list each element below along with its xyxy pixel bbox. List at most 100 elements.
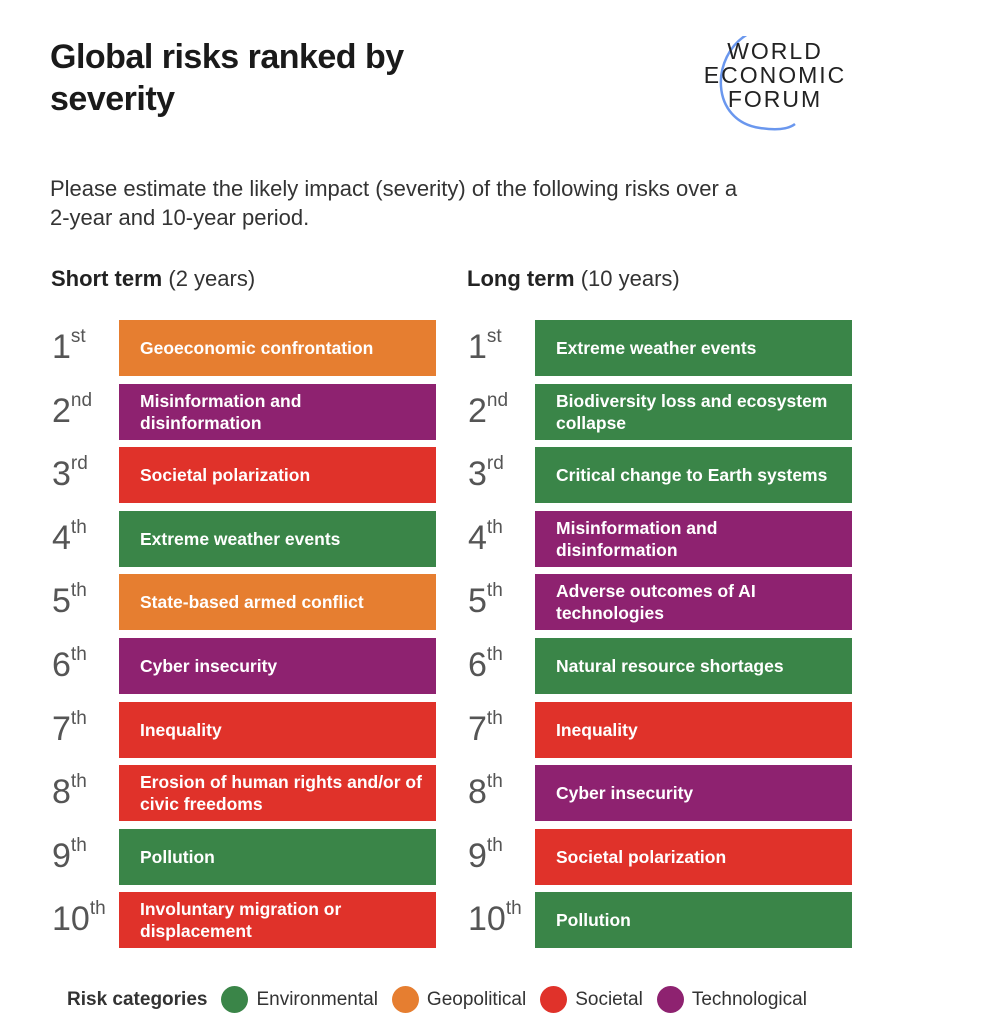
rank-suffix: st — [70, 326, 86, 347]
rank-value: 4 — [468, 518, 487, 557]
page-title: Global risks ranked by severity — [50, 38, 404, 118]
risk-label: Misinformation and disinformation — [140, 390, 302, 433]
risk-box: Societal polarization — [535, 828, 852, 885]
legend-item: Technological — [656, 986, 807, 1013]
risk-label: Extreme weather events — [140, 528, 341, 549]
risk-label: Adverse outcomes of AI technologies — [556, 581, 756, 624]
risk-label: Critical change to Earth systems — [556, 465, 828, 486]
rank-number: 5th — [52, 580, 87, 621]
rank-suffix: th — [70, 707, 87, 729]
logo-line: ECONOMIC — [703, 62, 847, 88]
risk-label: Inequality — [556, 719, 638, 740]
rank-number: 9th — [468, 834, 503, 876]
risk-label: Inequality — [140, 719, 222, 740]
risk-box: Societal polarization — [119, 447, 436, 504]
legend-item: Environmental — [221, 986, 378, 1013]
risk-label: Biodiversity loss and ecosystem collapse — [556, 390, 828, 433]
risk-label: Natural resource shortages — [556, 656, 784, 676]
rank-number: 10th — [52, 898, 106, 939]
rank-number: 8th — [52, 771, 87, 812]
risk-label: State-based armed conflict — [140, 592, 364, 613]
rank-value: 5 — [52, 582, 71, 621]
rank-value: 3 — [468, 455, 487, 494]
risk-box: Inequality — [535, 701, 852, 758]
risk-box: Cyber insecurity — [119, 638, 436, 694]
rank-number: 1st — [468, 326, 502, 367]
rank-value: 7 — [52, 709, 71, 748]
logo-line: FORUM — [727, 86, 823, 112]
rank-number: 4th — [468, 517, 503, 558]
rank-value: 2 — [52, 391, 71, 430]
rank-number: 4th — [52, 516, 87, 558]
rank-suffix: th — [70, 516, 87, 538]
rank-value: 3 — [52, 455, 71, 494]
rank-suffix: th — [70, 644, 87, 665]
rank-number: 2nd — [468, 390, 508, 431]
risk-box: Erosion of human rights and/or of civic … — [119, 765, 436, 822]
legend-title: Risk categories — [67, 988, 208, 1010]
risk-label: Erosion of human rights and/or of civic … — [140, 772, 422, 815]
rank-value: 7 — [468, 709, 487, 748]
legend-label: Technological — [691, 988, 807, 1010]
rank-value: 8 — [52, 773, 71, 812]
rank-value: 1 — [52, 328, 71, 366]
risk-label: Societal polarization — [140, 465, 311, 486]
rank-number: 10th — [468, 898, 522, 939]
risk-label: Involuntary migration or displacement — [140, 899, 342, 942]
long-term-heading: Long term (10 years) — [467, 266, 680, 292]
rank-suffix: th — [486, 771, 503, 793]
risk-box: Geoeconomic confrontation — [119, 320, 436, 376]
risk-box: Pollution — [119, 828, 436, 885]
risk-box: Adverse outcomes of AI technologies — [535, 574, 852, 631]
category-dot-icon — [656, 986, 684, 1013]
risk-box: Misinformation and disinformation — [535, 510, 852, 567]
logo-arc-icon — [719, 36, 796, 131]
rank-value: 10 — [468, 900, 506, 939]
risk-label: Geoeconomic confrontation — [140, 338, 374, 358]
risk-label: Cyber insecurity — [140, 656, 278, 676]
rank-suffix: th — [70, 771, 87, 793]
short-term-label: Short term — [51, 266, 163, 291]
rank-value: 8 — [468, 773, 487, 812]
rank-value: 5 — [468, 582, 487, 621]
rank-value: 9 — [52, 836, 71, 875]
rank-number: 5th — [468, 580, 503, 621]
risk-label: Misinformation and disinformation — [556, 517, 718, 560]
risk-box: Critical change to Earth systems — [535, 447, 852, 504]
logo-line: WORLD — [727, 38, 823, 64]
subtitle: Please estimate the likely impact (sever… — [50, 176, 738, 230]
rank-number: 3rd — [52, 453, 88, 494]
legend-label: Environmental — [256, 988, 378, 1010]
rank-suffix: rd — [70, 453, 88, 475]
rank-suffix: th — [486, 580, 503, 602]
rank-value: 6 — [468, 646, 487, 684]
short-term-heading: Short term (2 years) — [51, 266, 255, 292]
rank-value: 1 — [468, 328, 487, 366]
risk-box: Cyber insecurity — [535, 765, 852, 822]
risk-label: Societal polarization — [556, 846, 727, 867]
legend-label: Geopolitical — [426, 988, 527, 1010]
rank-suffix: th — [486, 834, 503, 856]
risk-box: Biodiversity loss and ecosystem collapse — [535, 383, 852, 440]
rank-value: 9 — [468, 836, 487, 875]
rank-suffix: th — [486, 707, 503, 729]
rank-value: 6 — [52, 646, 71, 684]
risk-box: Extreme weather events — [119, 510, 436, 567]
risk-box: Inequality — [119, 701, 436, 758]
rank-suffix: rd — [486, 453, 504, 475]
rank-number: 2nd — [52, 390, 92, 431]
category-dot-icon — [391, 986, 419, 1013]
legend-label: Societal — [575, 988, 643, 1010]
risk-label: Cyber insecurity — [556, 783, 694, 804]
rank-number: 7th — [468, 707, 503, 749]
rank-suffix: th — [70, 834, 87, 856]
risk-box: Misinformation and disinformation — [119, 383, 436, 440]
rank-value: 4 — [52, 518, 71, 557]
rank-suffix: th — [486, 644, 503, 665]
rank-suffix: th — [505, 898, 522, 920]
rank-number: 8th — [468, 771, 503, 812]
rank-value: 10 — [52, 900, 90, 939]
risk-label: Extreme weather events — [556, 338, 757, 358]
rank-number: 9th — [52, 834, 87, 876]
long-term-label: Long term — [467, 266, 575, 291]
